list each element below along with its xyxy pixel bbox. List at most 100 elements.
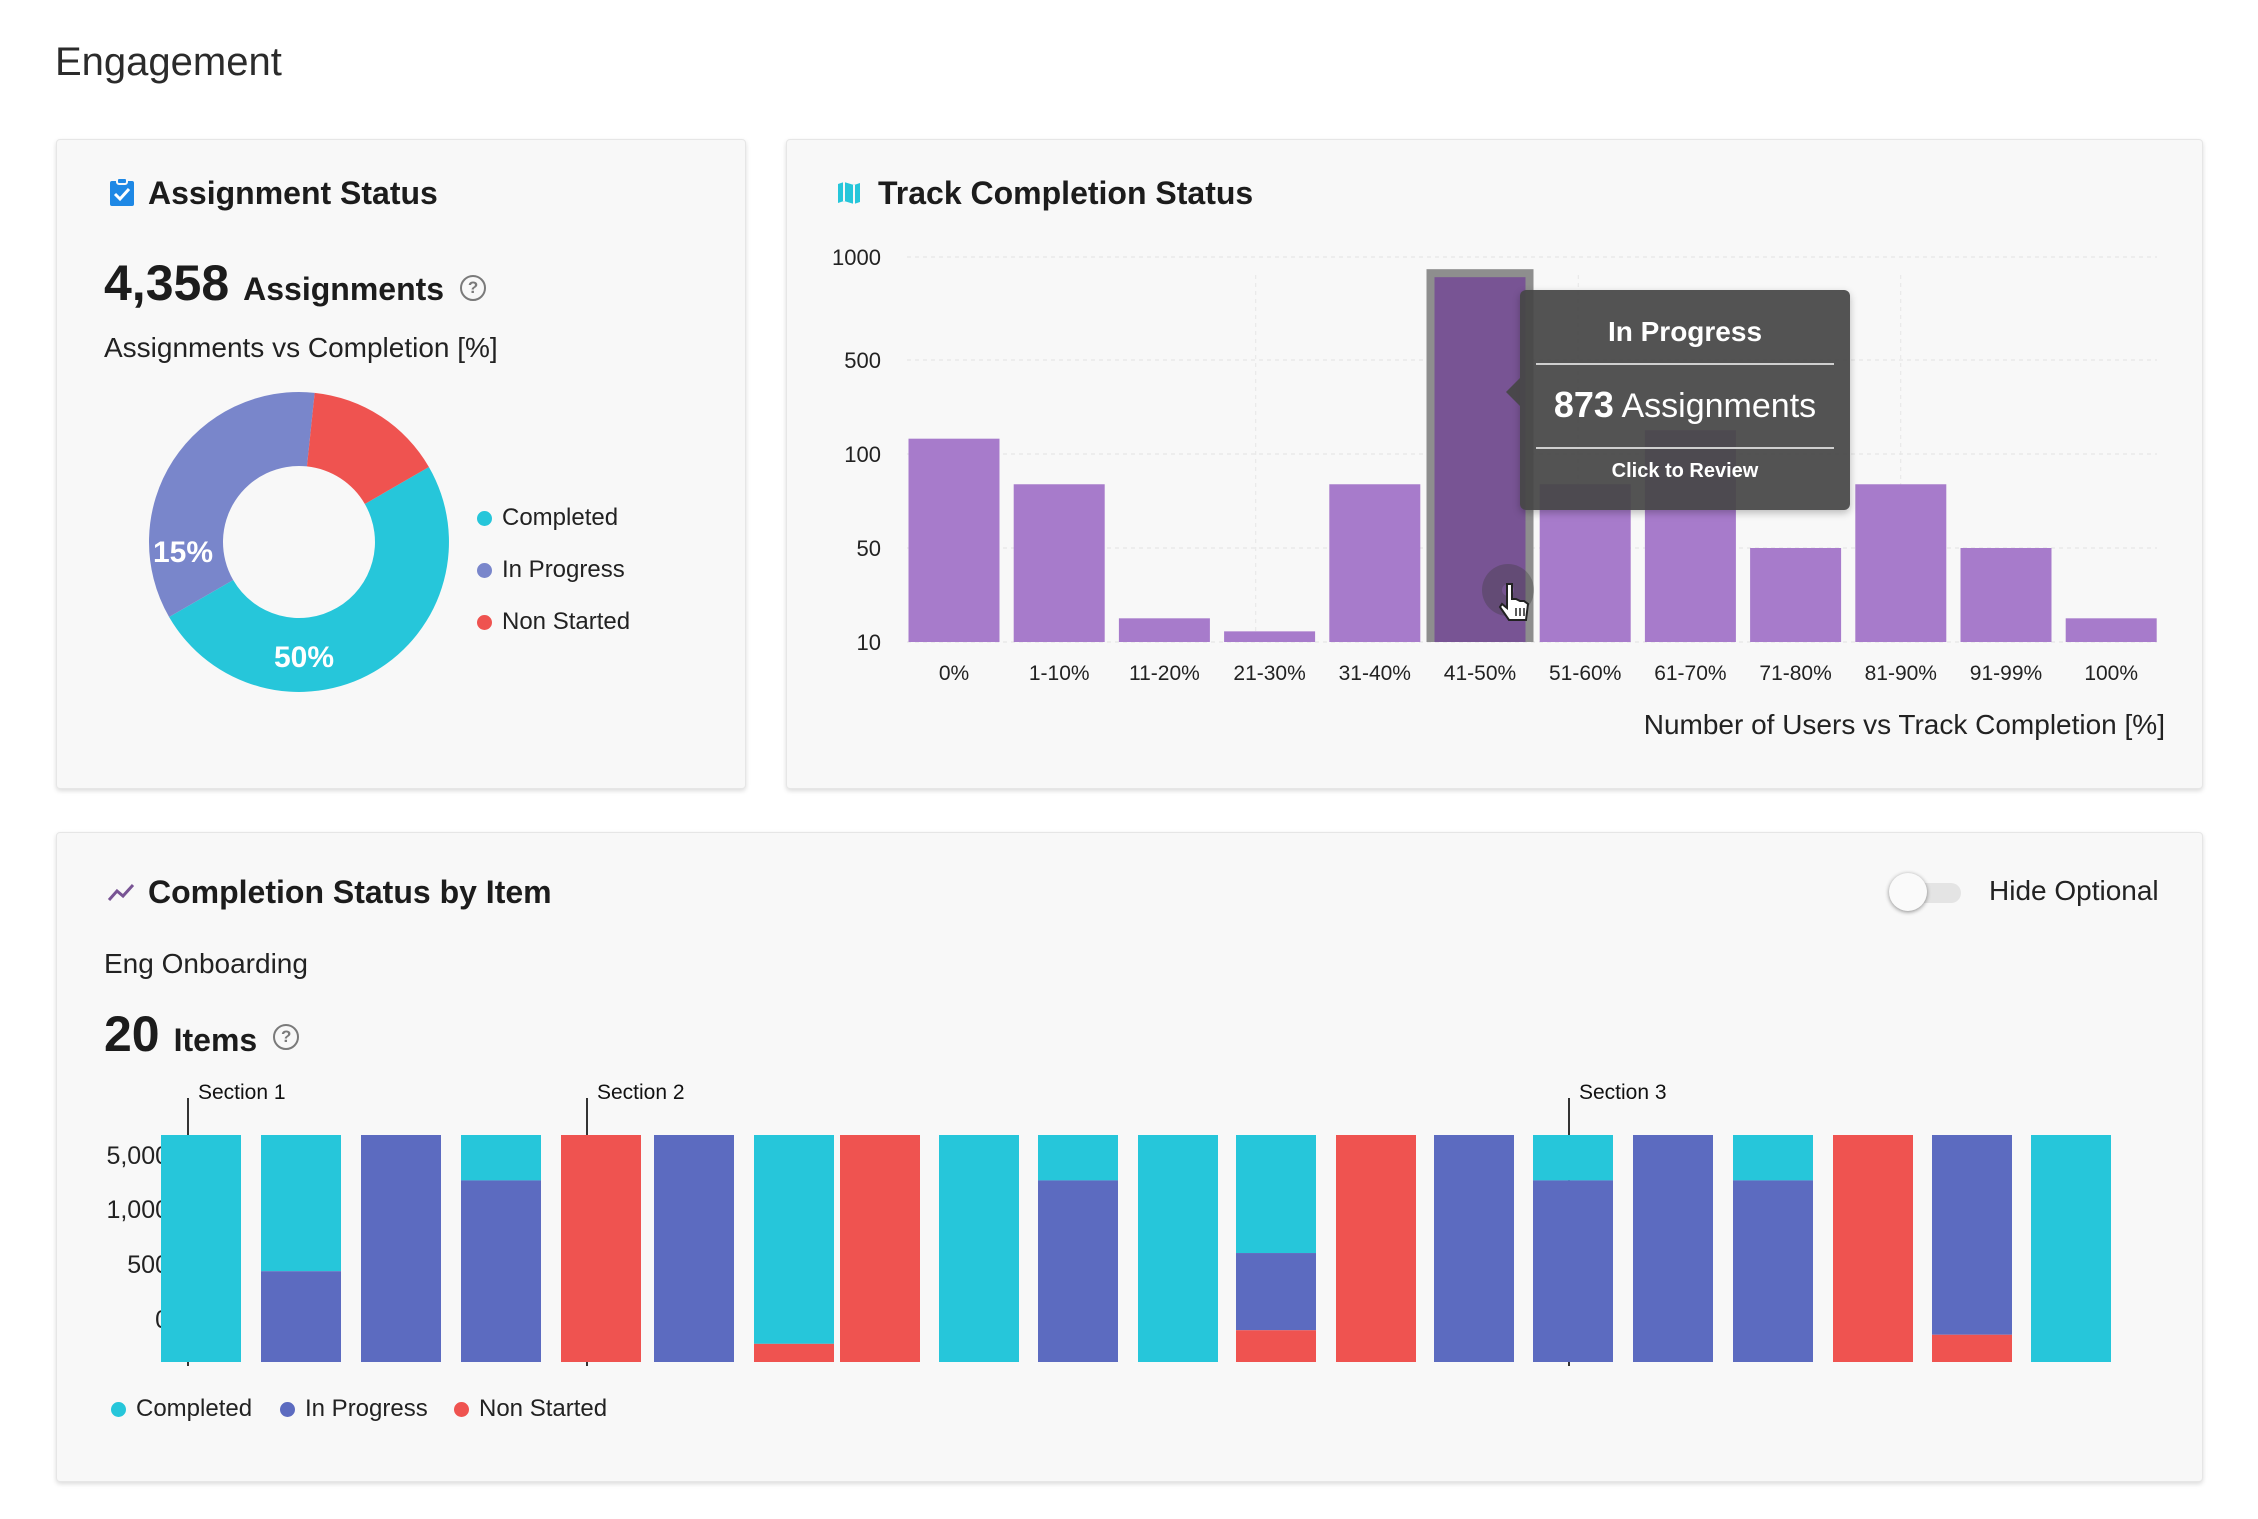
bar-item-19-in-progress[interactable] bbox=[1932, 1135, 2012, 1335]
y-tick-label: 10 bbox=[857, 630, 881, 655]
click-to-review-link[interactable]: Click to Review bbox=[1611, 460, 1759, 482]
assignment-total-label: Assignments bbox=[243, 271, 445, 307]
bar-item-10-in-progress[interactable] bbox=[1038, 1180, 1118, 1362]
items-total-number: 20 bbox=[104, 1006, 160, 1062]
tooltip-divider bbox=[1536, 447, 1834, 449]
x-tick-label: 51-60% bbox=[1549, 662, 1621, 685]
bar-81-90%[interactable] bbox=[1855, 484, 1947, 642]
trend-line-icon bbox=[107, 883, 135, 901]
donut-chart-subtitle: Assignments vs Completion [%] bbox=[104, 332, 498, 363]
bar-item-6-in-progress[interactable] bbox=[654, 1135, 734, 1362]
help-icon[interactable]: ? bbox=[273, 1024, 300, 1050]
donut-slice-non-started[interactable] bbox=[306, 392, 429, 504]
y-tick-label: 1,000 bbox=[106, 1196, 169, 1224]
completion-by-item-title: Completion Status by Item bbox=[148, 874, 552, 910]
bar-item-2-in-progress[interactable] bbox=[261, 1271, 341, 1362]
y-tick-label: 50 bbox=[857, 536, 881, 561]
bar-item-1-completed[interactable] bbox=[161, 1135, 241, 1362]
x-tick-label: 81-90% bbox=[1865, 662, 1937, 685]
bar-51-60%[interactable] bbox=[1539, 484, 1631, 642]
bar-item-12-non-started[interactable] bbox=[1236, 1330, 1316, 1362]
bar-31-40%[interactable] bbox=[1329, 484, 1421, 642]
bar-item-4-in-progress[interactable] bbox=[461, 1180, 541, 1362]
bar-item-3-in-progress[interactable] bbox=[361, 1135, 441, 1362]
x-tick-label: 71-80% bbox=[1759, 662, 1831, 685]
donut-legend-in-progress: In Progress bbox=[477, 556, 625, 584]
bar-91-99%[interactable] bbox=[1960, 548, 2052, 642]
y-tick-label: 100 bbox=[844, 442, 881, 467]
donut-legend-completed: Completed bbox=[477, 504, 618, 532]
bar-1-10%[interactable] bbox=[1013, 484, 1105, 642]
bar-11-20%[interactable] bbox=[1118, 618, 1210, 642]
tooltip-title: In Progress bbox=[1607, 316, 1763, 347]
x-tick-label: 91-99% bbox=[1970, 662, 2042, 685]
x-tick-label: 41-50% bbox=[1444, 662, 1516, 685]
hand-cursor-icon bbox=[1482, 564, 1534, 621]
track-completion-title: Track Completion Status bbox=[878, 175, 1254, 211]
items-total-label: Items bbox=[173, 1022, 258, 1058]
donut-slice-in-progress[interactable] bbox=[149, 392, 315, 617]
hide-optional-toggle[interactable] bbox=[1889, 871, 1963, 911]
donut-legend-non-started: Non Started bbox=[477, 608, 630, 636]
hide-optional-label: Hide Optional bbox=[1989, 875, 2159, 906]
bar-100%[interactable] bbox=[2065, 618, 2157, 642]
section-label: Section 2 bbox=[597, 1081, 685, 1104]
tooltip-value-label: Assignments bbox=[1621, 387, 1817, 425]
x-tick-label: 1-10% bbox=[1029, 662, 1090, 685]
assignment-status-card: Assignment Status 4,358 Assignments ? As… bbox=[56, 139, 746, 789]
bar-item-4-completed[interactable] bbox=[461, 1135, 541, 1181]
help-icon[interactable]: ? bbox=[460, 275, 487, 301]
bar-item-12-in-progress[interactable] bbox=[1236, 1253, 1316, 1331]
bar-item-9-completed[interactable] bbox=[939, 1135, 1019, 1362]
legend-label: Completed bbox=[502, 504, 619, 531]
y-tick-label: 500 bbox=[844, 348, 881, 373]
legend-dot-completed bbox=[477, 510, 492, 526]
bar-item-18-non-started[interactable] bbox=[1833, 1135, 1913, 1362]
items-total: 20 Items ? bbox=[104, 1005, 300, 1063]
donut-slice-completed[interactable] bbox=[169, 467, 449, 692]
legend-label: In Progress bbox=[305, 1395, 428, 1422]
bar-item-10-completed[interactable] bbox=[1038, 1135, 1118, 1181]
bar-item-8-non-started[interactable] bbox=[840, 1135, 920, 1362]
bar-21-30%[interactable] bbox=[1224, 631, 1316, 642]
x-tick-label: 11-20% bbox=[1129, 662, 1200, 685]
bar-71-80%[interactable] bbox=[1750, 548, 1842, 642]
bar-item-16-in-progress[interactable] bbox=[1633, 1135, 1713, 1362]
bar-item-12-completed[interactable] bbox=[1236, 1135, 1316, 1254]
tooltip-value: 873 Assignments bbox=[1520, 384, 1850, 426]
page-title: Engagement bbox=[55, 40, 282, 84]
bar-item-17-completed[interactable] bbox=[1733, 1135, 1813, 1181]
bar-item-17-in-progress[interactable] bbox=[1733, 1180, 1813, 1362]
bar-item-7-completed[interactable] bbox=[754, 1135, 834, 1344]
track-name: Eng Onboarding bbox=[104, 948, 308, 979]
bar-tooltip: In Progress 873 Assignments Click to Rev… bbox=[1506, 290, 1850, 510]
legend-dot-completed bbox=[111, 1401, 126, 1417]
bar-item-5-non-started[interactable] bbox=[561, 1135, 641, 1362]
bar-item-11-completed[interactable] bbox=[1138, 1135, 1218, 1362]
assignment-check-icon bbox=[110, 177, 134, 206]
bar-41-50%[interactable] bbox=[1434, 277, 1526, 642]
donut-slice-label: 50% bbox=[274, 641, 334, 674]
bar-item-15-in-progress[interactable] bbox=[1533, 1180, 1613, 1362]
bar-item-2-completed[interactable] bbox=[261, 1135, 341, 1272]
tooltip-divider bbox=[1536, 363, 1834, 365]
legend-label: Non Started bbox=[479, 1395, 608, 1422]
bar-item-14-in-progress[interactable] bbox=[1434, 1135, 1514, 1362]
legend-label: In Progress bbox=[502, 556, 625, 583]
y-tick-label: 1000 bbox=[832, 245, 881, 270]
bar-item-7-non-started[interactable] bbox=[754, 1343, 834, 1362]
x-tick-label: 31-40% bbox=[1339, 662, 1411, 685]
tooltip-arrow bbox=[1506, 378, 1520, 406]
toggle-knob[interactable] bbox=[1889, 873, 1927, 911]
bar-item-13-non-started[interactable] bbox=[1336, 1135, 1416, 1362]
assignment-status-title: Assignment Status bbox=[148, 175, 438, 211]
completion-by-item-card: Completion Status by Item Hide Optional … bbox=[56, 832, 2203, 1482]
bar-0%[interactable] bbox=[908, 438, 1000, 642]
bar-item-19-non-started[interactable] bbox=[1932, 1334, 2012, 1362]
donut-slice-label: 15% bbox=[153, 536, 213, 569]
legend-dot-in-progress bbox=[477, 562, 492, 578]
items-legend-completed: Completed bbox=[111, 1395, 252, 1423]
bar-item-15-completed[interactable] bbox=[1533, 1135, 1613, 1181]
bar-item-20-completed[interactable] bbox=[2031, 1135, 2111, 1362]
